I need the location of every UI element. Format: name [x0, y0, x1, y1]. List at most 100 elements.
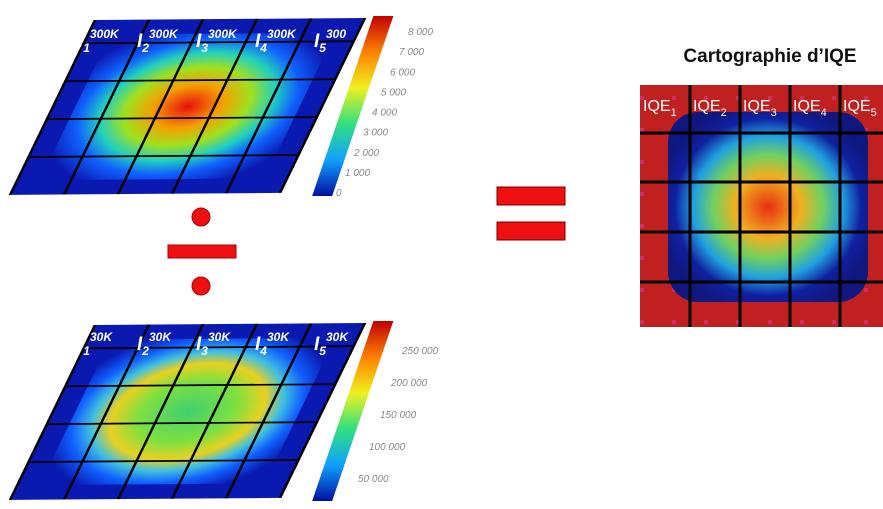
channel-label: I130K [78, 330, 113, 358]
label-temperature: 300K [267, 27, 297, 41]
channel-label: I1300K [78, 27, 120, 55]
label-symbol: I [255, 31, 261, 52]
grid-line [62, 19, 151, 195]
map-heat [49, 32, 326, 180]
colorbar-tick-label: 8 000 [408, 27, 433, 38]
label-symbol: I [314, 334, 320, 355]
colorbar-tick-label: 50 000 [358, 474, 389, 485]
grid-line [278, 17, 367, 193]
channel-label: I230K [137, 330, 172, 358]
label-symbol: I [196, 31, 202, 52]
grid-line [116, 324, 205, 500]
colorbar-tick-label: 6 000 [390, 67, 415, 78]
label-symbol: I [137, 334, 143, 355]
colorbar-tick-label: 1 000 [345, 168, 370, 179]
label-index: 5 [319, 344, 326, 358]
grid-line [62, 324, 151, 500]
label-temperature: 30K [326, 330, 349, 344]
label-index: 3 [771, 107, 777, 119]
grid-line [8, 324, 97, 500]
division-bar [167, 244, 237, 259]
label-temperature: 300K [208, 27, 238, 41]
label-symbol: I [255, 334, 261, 355]
iqe-label: IQE4 [793, 98, 827, 119]
channel-label: I4300K [255, 27, 297, 55]
iqe-label: IQE2 [693, 98, 727, 119]
colorbar [312, 16, 394, 196]
grid-line [28, 459, 299, 463]
label-temperature: 300 [326, 27, 346, 41]
colorbar-fill [312, 321, 394, 501]
colorbar-tick-label: 250 000 [401, 346, 439, 357]
grid-line [170, 18, 259, 194]
colorbar-fill [312, 16, 394, 196]
label-symbol: IQE [743, 98, 771, 115]
iqe-heat [668, 112, 868, 302]
label-symbol: I [78, 31, 84, 52]
colorbar-tick-label: 200 000 [390, 378, 428, 389]
colorbar-tick-label: 7 000 [399, 47, 424, 58]
label-temperature: 30K [90, 330, 113, 344]
grid-line [278, 322, 367, 498]
label-temperature: 300K [90, 27, 120, 41]
channel-label: I430K [255, 330, 290, 358]
grid-line [64, 383, 336, 388]
map-heat [49, 337, 326, 485]
grid-line [224, 323, 313, 499]
grid-line [170, 323, 259, 499]
label-temperature: 30K [208, 330, 231, 344]
grid-line [46, 421, 318, 425]
division-dot [191, 276, 211, 296]
grid-line [83, 40, 355, 45]
label-symbol: I [196, 334, 202, 355]
label-index: 2 [141, 344, 149, 358]
colorbar-tick-label: 3 000 [363, 128, 388, 139]
label-index: 4 [259, 41, 267, 55]
channel-label: I3300K [196, 27, 238, 55]
iqe-title: Cartographie d’IQE [683, 46, 856, 67]
label-index: 4 [259, 344, 267, 358]
label-index: 2 [721, 107, 727, 119]
iqe-label: IQE1 [643, 98, 677, 119]
channel-label: I5300 [314, 27, 346, 55]
label-index: 5 [871, 107, 877, 119]
grid-line [8, 19, 97, 195]
colorbar-tick-label: 150 000 [380, 410, 417, 421]
colorbar-tick-label: 2 000 [353, 148, 379, 159]
intensity-map [8, 322, 367, 500]
colorbar-tick-label: 0 [336, 188, 342, 199]
grid-line [116, 19, 205, 195]
label-symbol: IQE [643, 98, 671, 115]
grid-line [46, 116, 318, 120]
label-index: 3 [201, 344, 208, 358]
colorbar [312, 321, 394, 501]
iqe-label: IQE3 [743, 98, 777, 119]
colorbar-tick-label: 5 000 [381, 87, 406, 98]
label-index: 4 [821, 107, 827, 119]
label-index: 1 [671, 107, 677, 119]
colorbar-tick-label: 100 000 [369, 442, 406, 453]
label-symbol: I [314, 31, 320, 52]
label-temperature: 30K [149, 330, 172, 344]
iqe-map: IQE1 IQE2 IQE3 IQE4 IQE5 [640, 85, 883, 327]
label-symbol: IQE [793, 98, 821, 115]
label-index: 5 [319, 41, 326, 55]
label-symbol: I [137, 31, 143, 52]
channel-label: I2300K [137, 27, 179, 55]
grid-line [83, 345, 355, 350]
grid-line [64, 78, 336, 83]
label-index: 3 [201, 41, 208, 55]
label-index: 2 [141, 41, 149, 55]
iqe-label: IQE5 [843, 98, 877, 119]
label-index: 1 [83, 41, 90, 55]
colorbar-tick-label: 4 000 [372, 108, 397, 119]
label-temperature: 300K [149, 27, 179, 41]
channel-label: I330K [196, 330, 231, 358]
label-symbol: I [78, 334, 84, 355]
label-temperature: 30K [267, 330, 290, 344]
division-dot [191, 207, 211, 227]
channel-label: I530K [314, 330, 349, 358]
equals-bar [496, 221, 566, 241]
grid-line [224, 18, 313, 194]
